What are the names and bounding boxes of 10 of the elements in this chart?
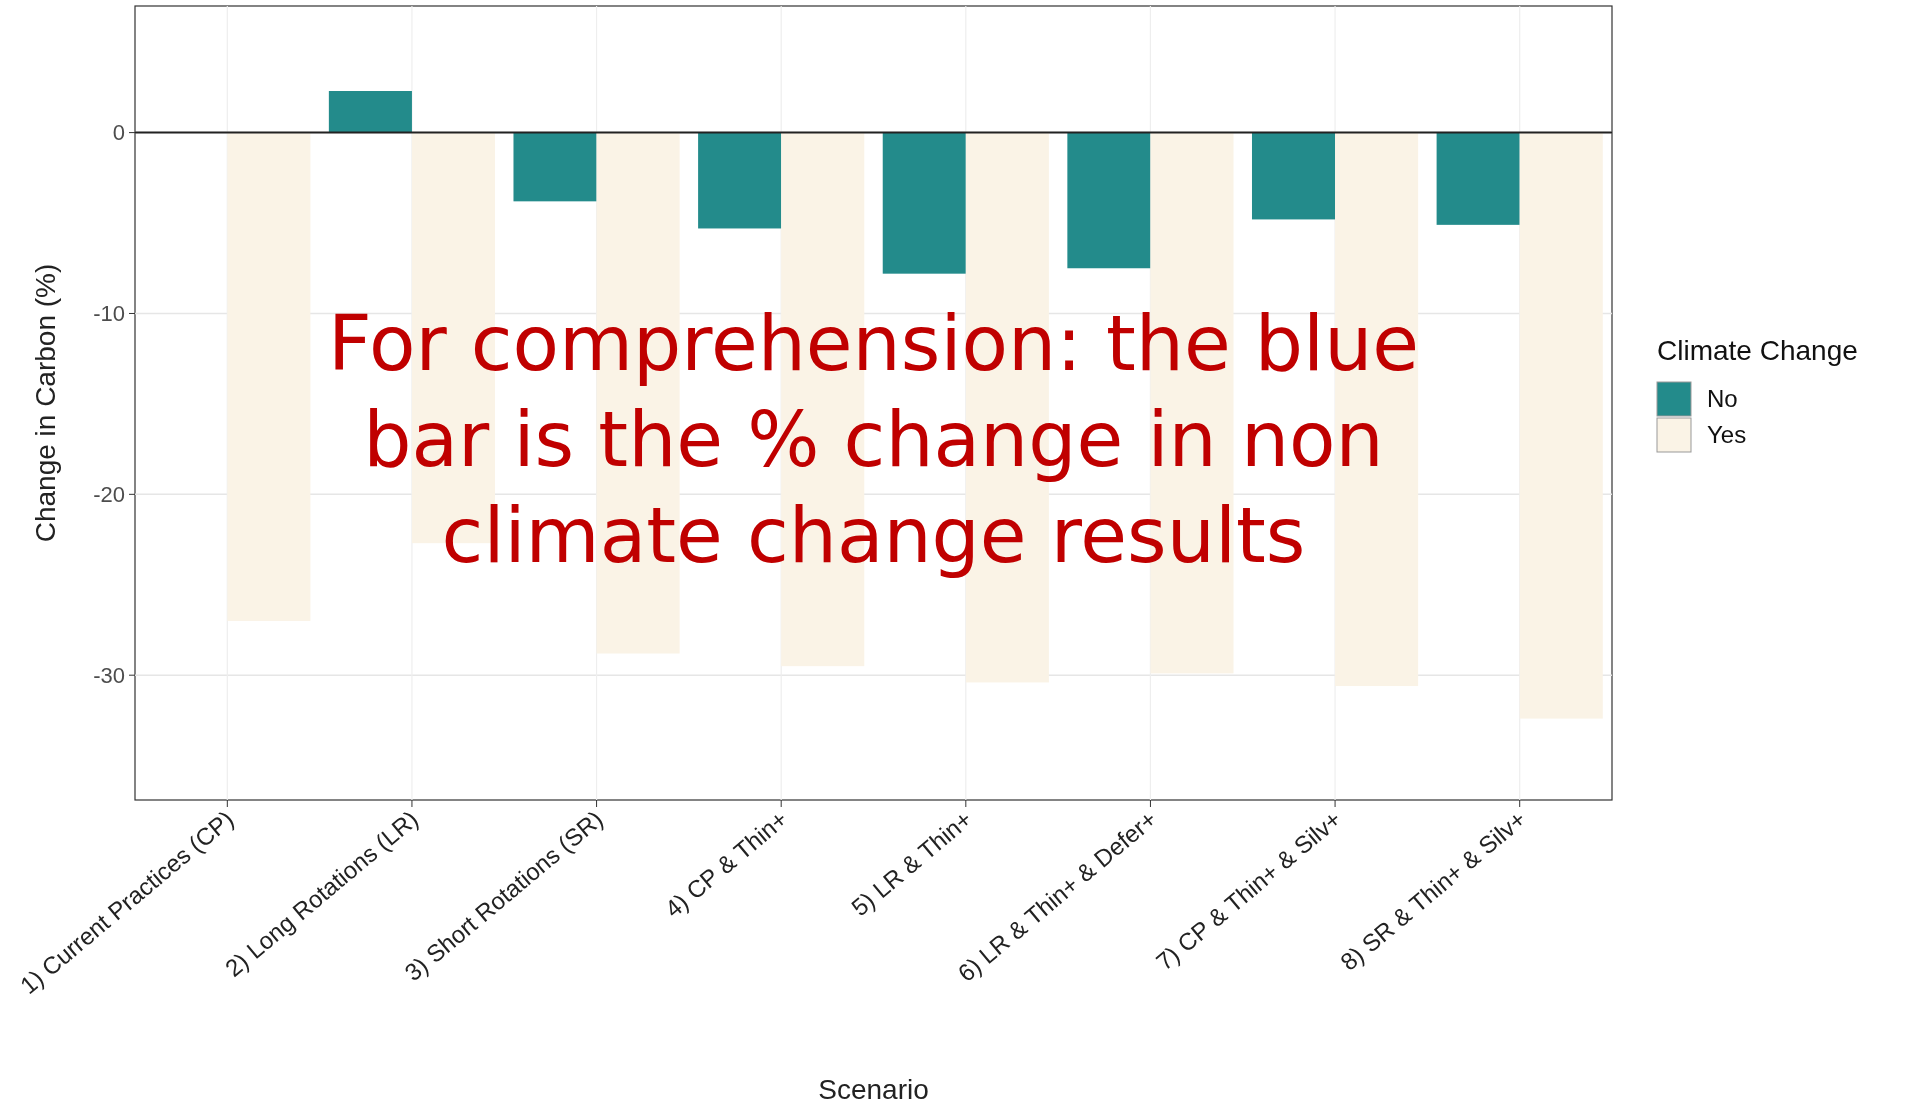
legend-title: Climate Change <box>1657 335 1858 366</box>
y-tick-label: 0 <box>112 120 125 146</box>
annotation: For comprehension: the blue bar is the % change in non climate change results <box>327 299 1420 580</box>
y-tick-label: -30 <box>93 662 125 688</box>
legend-label: No <box>1707 385 1738 413</box>
y-axis-title: Change in Carbon (%) <box>30 263 61 543</box>
x-axis-title: Scenario <box>818 1074 929 1105</box>
y-tick-label: -10 <box>93 301 125 327</box>
y-tick-label: -20 <box>93 482 125 508</box>
legend-label: Yes <box>1707 421 1747 449</box>
